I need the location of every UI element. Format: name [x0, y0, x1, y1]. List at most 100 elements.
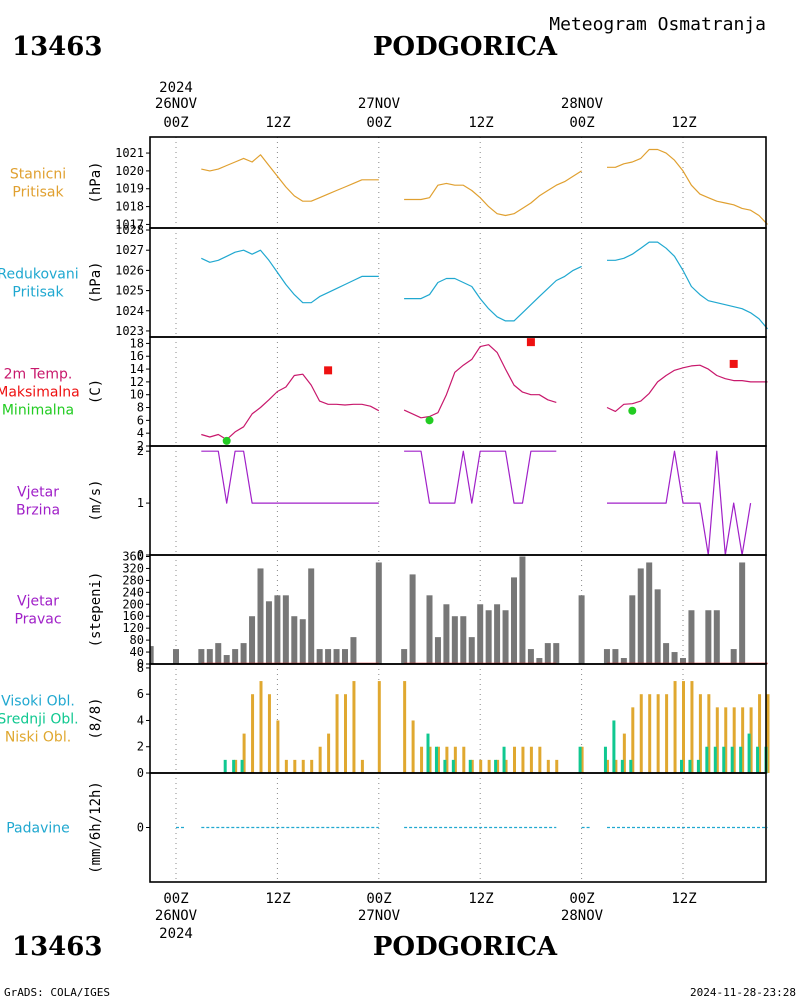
mid-cloud-bar	[696, 759, 700, 773]
footer-credit: GrADS: COLA/IGES	[4, 986, 110, 999]
ytick-label-reduced_pressure: 1023	[115, 324, 144, 338]
wind-direction-bar	[705, 610, 712, 664]
low-cloud-bar	[605, 759, 609, 773]
wind-direction-bar	[434, 637, 441, 664]
low-cloud-bar	[614, 759, 618, 773]
tmin-marker	[628, 406, 637, 415]
bottom-tick-label-1: 00Z	[163, 891, 188, 907]
wind-direction-bar	[477, 604, 484, 664]
low-cloud-bar	[284, 759, 288, 773]
ytick-label-temperature: 12	[130, 375, 144, 389]
low-cloud-bar	[521, 746, 525, 773]
wind-direction-bar	[603, 649, 610, 664]
top-tick-label-5: 00Z	[569, 115, 594, 131]
series-line-station_pressure	[201, 154, 379, 202]
bottom-date-label-3: 28NOV	[561, 908, 604, 924]
wind-direction-bar	[730, 649, 737, 664]
low-cloud-bar	[293, 759, 297, 773]
bottom-tick-label-5: 00Z	[569, 891, 594, 907]
wind-direction-bar	[240, 643, 247, 664]
top-date-label-1: 26NOV	[155, 96, 198, 112]
low-cloud-bar	[631, 707, 635, 773]
mid-cloud-bar	[756, 746, 760, 773]
wind-direction-bar	[257, 568, 264, 664]
panel-frame-temperature	[149, 336, 767, 447]
ytick-label-reduced_pressure: 1025	[115, 284, 144, 298]
ytick-label-station_pressure: 1019	[115, 182, 144, 196]
top-tick-label-2: 12Z	[265, 115, 290, 131]
mid-cloud-bar	[451, 759, 455, 773]
wind-direction-bar	[544, 643, 551, 664]
panel-label-reduced_pressure: Pritisak	[12, 285, 64, 301]
tmin-marker	[222, 436, 231, 445]
ytick-label-wind_direction: 160	[122, 609, 144, 623]
panel-temperature: 2m Temp. Maksimalna Minimalna (C) 2468101214…	[0, 336, 768, 453]
panel-label-temperature: Maksimalna	[0, 385, 80, 401]
panel-label-wind_speed: Vjetar	[17, 485, 59, 501]
ytick-label-reduced_pressure: 1028	[115, 223, 144, 237]
mid-cloud-bar	[629, 759, 633, 773]
wind-direction-bar	[375, 562, 382, 664]
panel-label-station_pressure: Stanicni	[10, 167, 66, 183]
ytick-label-station_pressure: 1021	[115, 146, 144, 160]
mid-cloud-bar	[680, 759, 683, 773]
low-cloud-bar	[707, 694, 711, 773]
ylabel-precipitation: (mm/6h/12h)	[88, 781, 104, 874]
wind-direction-bar	[629, 595, 636, 664]
top-date-label-3: 28NOV	[561, 96, 604, 112]
station-id-top: 13463	[12, 32, 102, 62]
ytick-label-wind_direction: 240	[122, 585, 144, 599]
tmax-marker	[729, 359, 738, 368]
wind-direction-bar	[150, 646, 154, 664]
wind-direction-bar	[460, 616, 467, 664]
panel-precipitation: Padavine (mm/6h/12h) 0	[6, 772, 768, 883]
wind-direction-bar	[198, 649, 205, 664]
ytick-label-clouds: 0	[137, 766, 144, 780]
top-date-label-2: 27NOV	[358, 96, 401, 112]
low-cloud-bar	[622, 733, 626, 773]
wind-direction-bar	[443, 604, 450, 664]
mid-cloud-bar	[240, 759, 244, 773]
low-cloud-bar	[411, 720, 415, 773]
panel-frame-precipitation	[149, 772, 767, 883]
ytick-label-station_pressure: 1020	[115, 164, 144, 178]
ytick-label-wind_direction: 40	[130, 645, 144, 659]
series-line-temperature	[606, 364, 768, 412]
chart-subtitle: Meteogram Osmatranja	[549, 14, 766, 35]
bottom-tick-label-4: 12Z	[468, 891, 493, 907]
ylabel-station_pressure: (hPa)	[88, 161, 104, 203]
ylabel-temperature: (C)	[88, 379, 104, 404]
ytick-label-temperature: 8	[137, 401, 144, 415]
low-cloud-bar	[301, 759, 305, 773]
wind-direction-bar	[671, 652, 678, 664]
ytick-label-station_pressure: 1017	[115, 217, 144, 231]
wind-direction-bar	[553, 643, 560, 664]
low-cloud-bar	[513, 746, 516, 773]
mid-cloud-bar	[747, 733, 751, 773]
ytick-label-reduced_pressure: 1024	[115, 304, 144, 318]
ytick-label-clouds: 2	[137, 740, 144, 754]
ytick-label-temperature: 4	[137, 426, 144, 440]
panel-station_pressure: Stanicni Pritisak (hPa) 1017 1018 1019 1020 102…	[10, 136, 768, 231]
mid-cloud-bar	[578, 746, 582, 773]
low-cloud-bar	[259, 681, 263, 773]
ytick-label-temperature: 2	[137, 439, 144, 453]
bottom-tick-label-2: 12Z	[265, 891, 290, 907]
low-cloud-bar	[682, 681, 685, 773]
low-cloud-bar	[428, 746, 432, 773]
wind-direction-bar	[232, 649, 239, 664]
panel-label-reduced_pressure: Redukovani	[0, 267, 79, 283]
top-tick-label-1: 00Z	[163, 115, 188, 131]
wind-direction-bar	[527, 649, 534, 664]
ytick-label-wind_direction: 320	[122, 561, 144, 575]
wind-direction-bar	[265, 601, 272, 664]
mid-cloud-bar	[688, 759, 692, 773]
ylabel-wind_direction: (stepeni)	[88, 572, 104, 648]
wind-direction-bar	[409, 574, 416, 664]
wind-direction-bar	[536, 658, 543, 664]
low-cloud-bar	[335, 694, 339, 773]
ytick-label-temperature: 6	[137, 413, 144, 427]
